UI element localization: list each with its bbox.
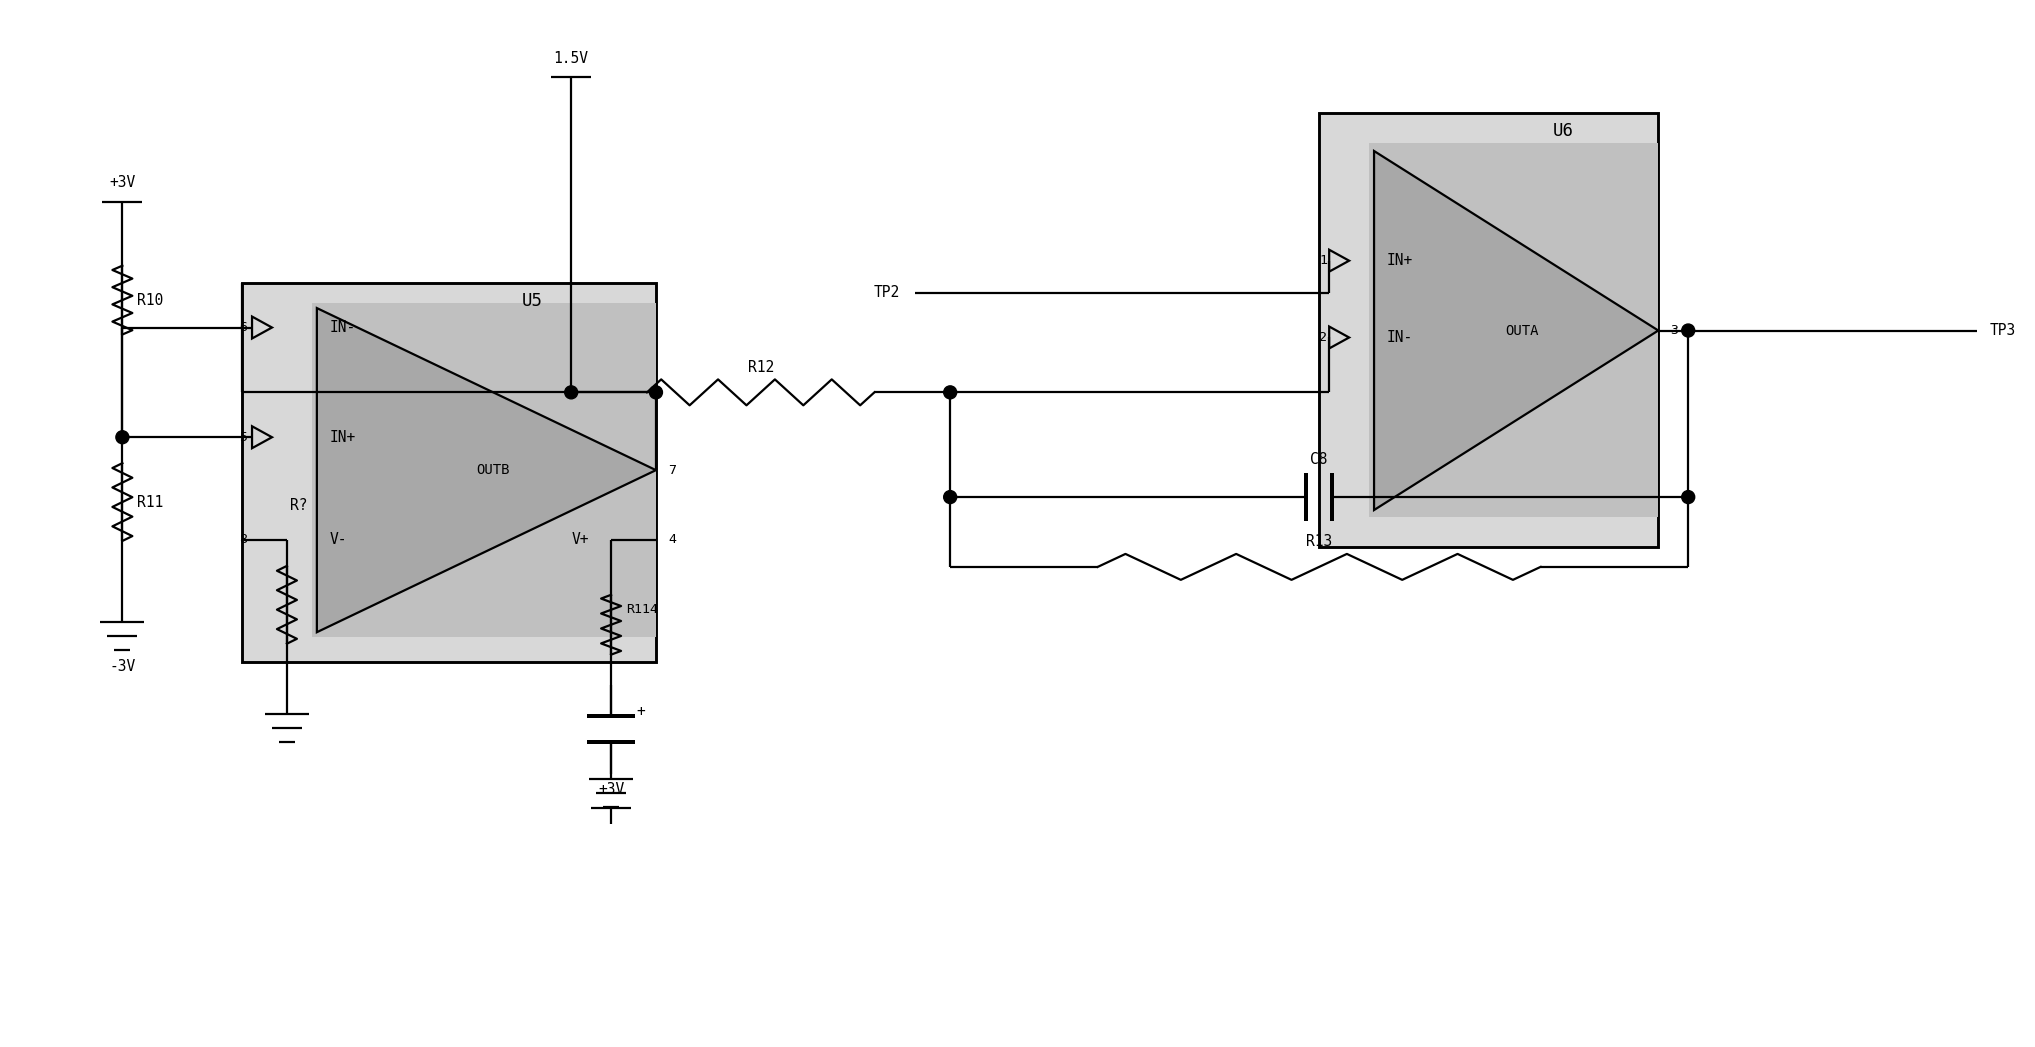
Text: 8: 8: [238, 534, 246, 547]
Text: 4: 4: [667, 534, 676, 547]
Text: -3V: -3V: [110, 660, 136, 674]
Text: 2: 2: [1319, 331, 1327, 344]
Circle shape: [116, 430, 128, 444]
Text: +: +: [637, 704, 645, 719]
Text: OUTB: OUTB: [476, 463, 511, 477]
Circle shape: [1681, 324, 1695, 337]
Text: U6: U6: [1553, 122, 1573, 140]
Bar: [311, 303, 655, 637]
Text: OUTA: OUTA: [1506, 324, 1538, 337]
Text: 6: 6: [238, 321, 246, 334]
Text: 1: 1: [1319, 254, 1327, 267]
Text: TP3: TP3: [1990, 324, 2015, 338]
Text: R11: R11: [136, 494, 163, 510]
Text: IN+: IN+: [330, 429, 356, 445]
Text: 3: 3: [1671, 324, 1679, 337]
Text: U5: U5: [521, 292, 541, 310]
Text: +3V: +3V: [598, 782, 625, 797]
Circle shape: [649, 386, 663, 399]
Text: R13: R13: [1306, 534, 1333, 550]
Text: 1.5V: 1.5V: [554, 50, 588, 66]
Text: V-: V-: [330, 533, 348, 548]
Text: IN-: IN-: [330, 320, 356, 335]
Text: R12: R12: [747, 360, 773, 375]
Text: V+: V+: [572, 533, 588, 548]
Polygon shape: [317, 308, 655, 632]
Text: IN+: IN+: [1388, 253, 1412, 268]
Bar: [1370, 143, 1659, 517]
Circle shape: [1681, 491, 1695, 504]
Text: TP2: TP2: [875, 285, 899, 300]
Circle shape: [944, 491, 956, 504]
Text: IN-: IN-: [1388, 330, 1412, 346]
Text: 5: 5: [238, 430, 246, 444]
Text: 7: 7: [667, 464, 676, 476]
Circle shape: [564, 386, 578, 399]
Circle shape: [944, 386, 956, 399]
Text: R10: R10: [136, 292, 163, 308]
Text: R?: R?: [291, 497, 307, 513]
Bar: [1319, 113, 1659, 547]
Text: R114: R114: [627, 603, 657, 617]
Text: C8: C8: [1311, 451, 1329, 467]
Text: +3V: +3V: [110, 176, 136, 191]
Polygon shape: [1374, 151, 1659, 510]
Bar: [242, 283, 655, 662]
